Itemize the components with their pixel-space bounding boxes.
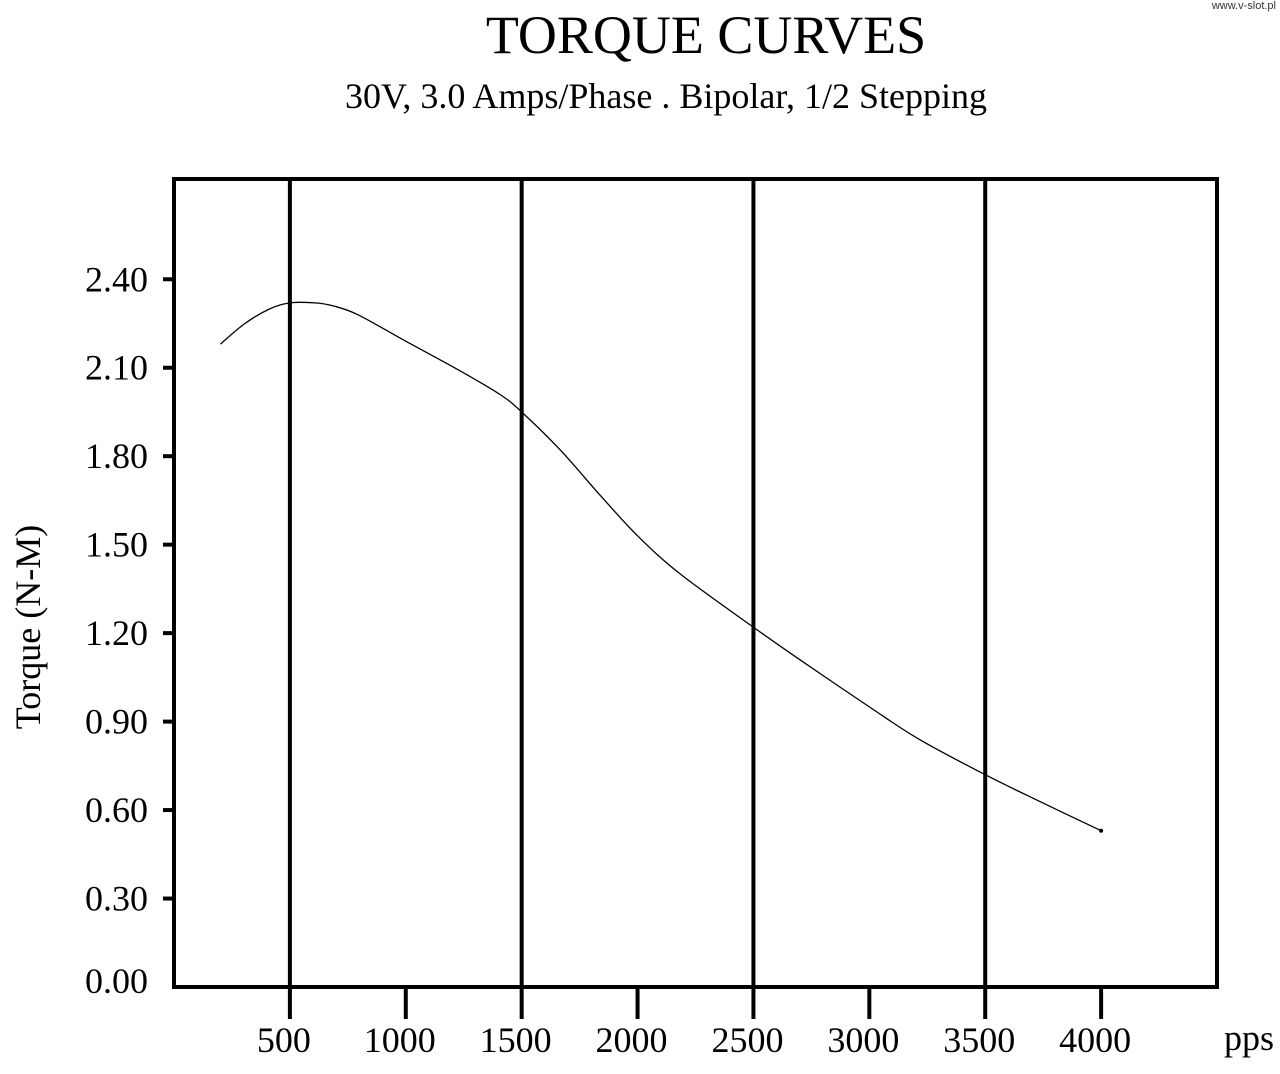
curve-end-point — [1099, 828, 1104, 833]
x-tick-label: 1500 — [480, 1020, 552, 1060]
y-axis-label: Torque (N-M) — [8, 525, 48, 729]
x-tick-label: 3500 — [943, 1020, 1015, 1060]
x-tick-label: 500 — [257, 1020, 311, 1060]
x-tick-label: 4000 — [1059, 1020, 1131, 1060]
x-tick-label: 2000 — [596, 1020, 668, 1060]
chart-title: TORQUE CURVES — [486, 5, 926, 65]
y-tick-label: 0.90 — [85, 702, 148, 742]
x-axis-label: pps — [1224, 1018, 1274, 1058]
y-tick-label: 0.60 — [85, 790, 148, 830]
plot-frame — [172, 177, 1219, 989]
y-tick-label: 2.10 — [85, 348, 148, 388]
y-tick-label: 1.80 — [85, 436, 148, 476]
x-tick-label: 3000 — [827, 1020, 899, 1060]
watermark: www.v-slot.pl — [1211, 0, 1276, 12]
torque-curve — [219, 301, 1102, 832]
x-tick-label: 2500 — [711, 1020, 783, 1060]
x-tick-label: 1000 — [364, 1020, 436, 1060]
y-tick-label: 1.50 — [85, 525, 148, 565]
chart-subtitle: 30V, 3.0 Amps/Phase . Bipolar, 1/2 Stepp… — [345, 76, 987, 116]
y-tick-label: 0.00 — [85, 961, 148, 1001]
y-tick-label: 0.30 — [85, 879, 148, 919]
y-tick-label: 1.20 — [85, 613, 148, 653]
y-tick-label: 2.40 — [85, 259, 148, 299]
